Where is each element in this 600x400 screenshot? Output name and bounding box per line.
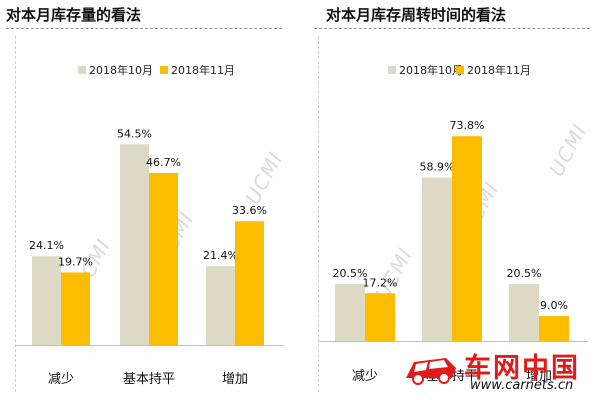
legend-item-oct: 2018年10月 <box>78 62 153 78</box>
chart-panel-turnover-time: 对本月库存周转时间的看法 2018年10月 2018年11月 UCMI UCMI… <box>300 0 600 400</box>
bar-oct <box>206 266 235 345</box>
category-label: 增加 <box>526 369 552 384</box>
bar-nov <box>365 293 395 341</box>
site-name: 车网中国 <box>464 353 580 384</box>
category-label: 基本持平 <box>123 372 175 387</box>
category-label: 减少 <box>352 369 378 384</box>
bar-nov <box>452 136 482 341</box>
inventory-level-bar-chart: 24.1% 19.7% 减少 54.5% 46.7% 基本持平 21.4% 33.6% 增加 <box>15 127 284 387</box>
data-label: 54.5% <box>117 127 152 140</box>
legend-label-oct: 2018年10月 <box>89 64 153 77</box>
data-label: 9.0% <box>540 299 568 312</box>
data-label: 19.7% <box>58 255 93 268</box>
car-logo-icon <box>406 358 456 385</box>
data-label: 46.7% <box>146 156 181 169</box>
title-divider <box>6 28 282 29</box>
legend-item-nov: 2018年11月 <box>456 62 531 78</box>
category-label: 减少 <box>48 372 74 387</box>
data-label: 20.5% <box>333 267 368 280</box>
data-label: 33.6% <box>232 204 267 217</box>
panel-frame-left-edge <box>318 36 319 392</box>
legend-label-oct: 2018年10月 <box>399 64 463 77</box>
data-label: 21.4% <box>203 249 238 262</box>
category-label: 增加 <box>222 372 248 387</box>
legend-swatch-nov <box>160 66 168 74</box>
data-label: 73.8% <box>450 119 485 132</box>
data-label: 58.9% <box>420 161 455 174</box>
panel-frame-left-edge <box>15 36 16 392</box>
data-label: 17.2% <box>363 276 398 289</box>
legend-swatch-nov <box>456 66 464 74</box>
bar-nov <box>539 316 569 341</box>
legend-label-nov: 2018年11月 <box>171 64 235 77</box>
bar-oct <box>509 284 539 341</box>
bar-oct <box>335 284 365 341</box>
legend-label-nov: 2018年11月 <box>467 64 531 77</box>
site-logo-badge: 车网中国 www.carnets.cn <box>398 344 600 398</box>
legend-item-nov: 2018年11月 <box>160 62 235 78</box>
legend-item-oct: 2018年10月 <box>388 62 463 78</box>
site-url: www.carnets.cn <box>470 378 574 393</box>
bar-oct <box>120 144 149 345</box>
chart-panel-inventory-level: 对本月库存量的看法 2018年10月 2018年11月 UCMI UCMI UC… <box>6 6 288 392</box>
legend-swatch-oct <box>388 66 396 74</box>
data-label: 24.1% <box>29 239 64 252</box>
bar-nov <box>235 221 264 345</box>
data-label: 20.5% <box>507 267 542 280</box>
title-divider <box>314 28 590 29</box>
chart-title: 对本月库存量的看法 <box>6 6 142 24</box>
bar-oct <box>422 177 452 341</box>
bar-oct <box>32 256 61 345</box>
bar-nov <box>61 272 90 345</box>
legend-swatch-oct <box>78 66 86 74</box>
bar-nov <box>149 172 178 345</box>
chart-title: 对本月库存周转时间的看法 <box>326 6 507 24</box>
